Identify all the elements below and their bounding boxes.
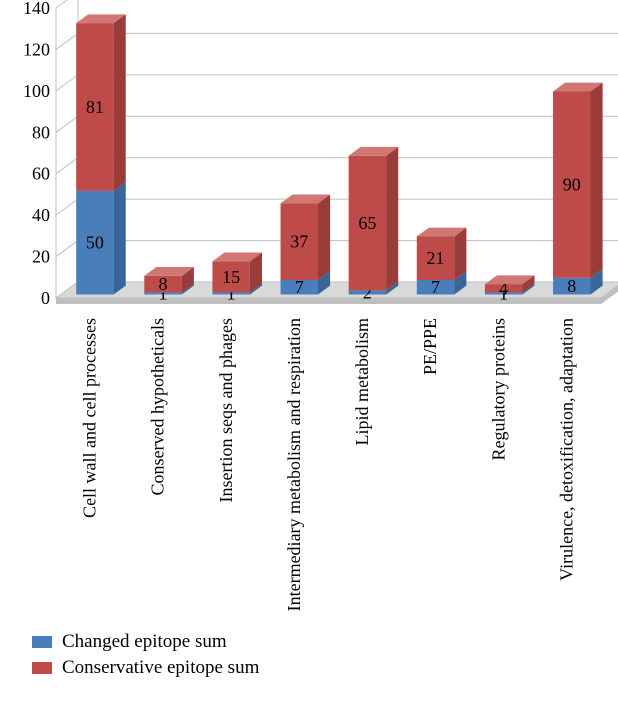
svg-text:60: 60 (32, 164, 50, 184)
svg-text:PE/PPE: PE/PPE (420, 318, 440, 375)
legend-label-changed: Changed epitope sum (62, 631, 227, 653)
svg-text:81: 81 (86, 97, 104, 117)
svg-text:37: 37 (290, 232, 308, 252)
svg-text:7: 7 (295, 277, 304, 297)
chart-container: 0 20 40 60 80 100 120 140 50 81 Cell wall and cell… (0, 0, 618, 701)
svg-text:40: 40 (32, 205, 50, 225)
svg-text:Virulence, detoxification, ada: Virulence, detoxification, adaptation (556, 318, 576, 581)
svg-text:Regulatory proteins: Regulatory proteins (488, 318, 508, 460)
svg-text:Lipid metabolism: Lipid metabolism (352, 318, 372, 446)
svg-text:90: 90 (563, 175, 581, 195)
legend-item: Changed epitope sum (32, 631, 259, 653)
svg-text:80: 80 (32, 122, 50, 142)
svg-text:140: 140 (23, 0, 50, 18)
svg-text:Cell wall and cell processes: Cell wall and cell processes (80, 318, 100, 518)
svg-text:20: 20 (32, 247, 50, 267)
svg-text:21: 21 (427, 248, 445, 268)
legend-swatch-conservative (32, 662, 52, 674)
svg-text:7: 7 (431, 277, 440, 297)
svg-text:0: 0 (41, 288, 50, 308)
svg-text:Intermediary metabolism and re: Intermediary metabolism and respiration (284, 318, 304, 611)
svg-text:50: 50 (86, 233, 104, 253)
svg-text:15: 15 (222, 267, 240, 287)
legend: Changed epitope sum Conservative epitope… (32, 631, 259, 683)
svg-text:8: 8 (567, 276, 576, 296)
svg-text:120: 120 (23, 39, 50, 59)
svg-text:Insertion seqs and phages: Insertion seqs and phages (216, 318, 236, 502)
svg-text:100: 100 (23, 81, 50, 101)
svg-text:65: 65 (358, 213, 376, 233)
legend-swatch-changed (32, 636, 52, 648)
svg-text:8: 8 (159, 274, 168, 294)
stacked-bar-chart: 0 20 40 60 80 100 120 140 50 81 Cell wall and cell… (0, 0, 618, 701)
svg-text:Conserved hypotheticals: Conserved hypotheticals (148, 318, 168, 495)
legend-item: Conservative epitope sum (32, 657, 259, 679)
legend-label-conservative: Conservative epitope sum (62, 657, 259, 679)
